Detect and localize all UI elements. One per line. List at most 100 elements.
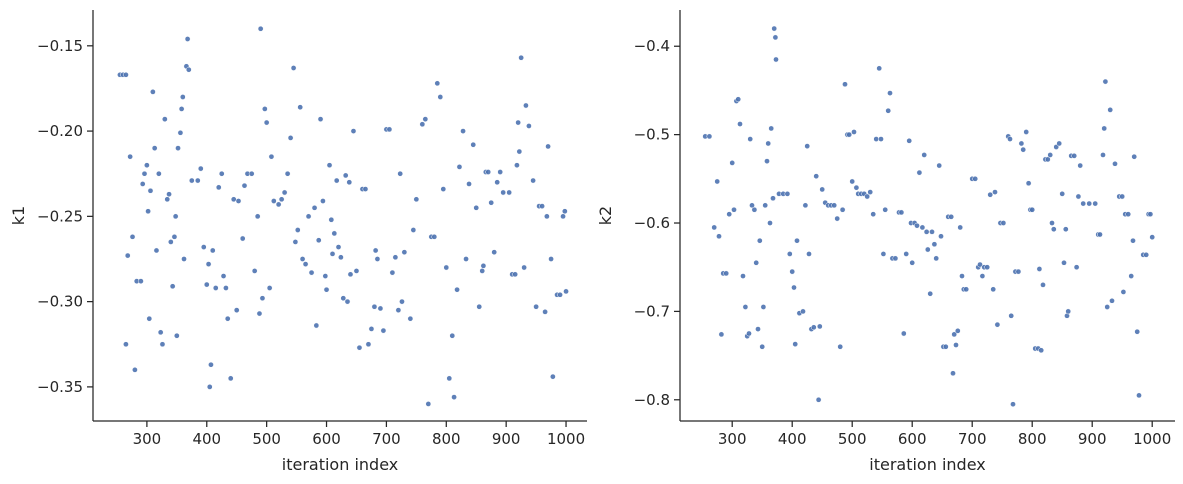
point: [853, 184, 860, 191]
point: [749, 202, 755, 209]
point: [425, 401, 432, 407]
y-axis-label: k2: [596, 206, 615, 225]
point: [380, 327, 387, 334]
point: [278, 196, 285, 203]
point: [770, 195, 776, 202]
point: [208, 361, 214, 368]
point: [923, 229, 930, 235]
point: [1097, 231, 1103, 238]
point: [132, 366, 138, 373]
point: [851, 129, 857, 135]
point: [123, 341, 129, 348]
point: [804, 143, 811, 149]
x-tick-label: 1000: [1133, 430, 1171, 448]
y-tick-label: −0.8: [634, 391, 670, 409]
point: [463, 256, 469, 262]
point: [876, 65, 883, 72]
y-tick-label: −0.15: [37, 37, 83, 55]
point: [936, 162, 943, 169]
point: [263, 119, 270, 126]
x-tick-label: 400: [192, 430, 221, 448]
point: [751, 206, 758, 213]
point: [933, 255, 940, 262]
point: [392, 254, 399, 261]
point: [706, 133, 713, 140]
point: [906, 137, 913, 144]
point: [259, 295, 266, 302]
x-tick-label: 600: [898, 430, 927, 448]
point: [816, 323, 823, 330]
point: [938, 233, 944, 240]
point: [123, 71, 129, 78]
point: [1080, 200, 1087, 207]
point: [762, 202, 769, 209]
point: [124, 252, 131, 259]
point: [1092, 200, 1099, 207]
point: [864, 193, 871, 200]
point: [203, 281, 210, 288]
point: [389, 269, 396, 276]
point: [200, 244, 207, 250]
point: [175, 145, 181, 151]
x-tick-label: 500: [252, 430, 281, 448]
x-tick-label: 300: [133, 430, 162, 448]
point: [837, 343, 844, 350]
point: [308, 269, 315, 276]
point: [873, 136, 880, 142]
point: [1065, 308, 1072, 315]
point: [479, 268, 486, 274]
point: [984, 264, 991, 271]
point: [500, 189, 507, 196]
point: [557, 291, 563, 298]
point: [992, 189, 998, 195]
point: [440, 186, 447, 192]
point: [1040, 282, 1046, 288]
point: [880, 251, 887, 257]
point: [1134, 328, 1141, 335]
point: [544, 213, 550, 220]
point: [320, 198, 326, 204]
point: [716, 233, 722, 240]
point: [1049, 220, 1055, 226]
point: [514, 162, 520, 169]
point: [331, 230, 338, 237]
point: [994, 321, 1001, 328]
point: [456, 164, 463, 170]
point: [480, 262, 487, 269]
point: [443, 264, 450, 271]
point: [1036, 266, 1043, 272]
point: [172, 213, 179, 220]
point: [1010, 401, 1016, 408]
point: [254, 213, 261, 220]
point: [451, 394, 457, 400]
point: [1077, 162, 1084, 169]
point: [313, 322, 320, 329]
point: [287, 135, 294, 141]
point: [765, 140, 772, 147]
point: [346, 179, 353, 186]
point: [723, 270, 730, 277]
point: [815, 396, 822, 403]
point: [159, 341, 166, 348]
point: [1029, 206, 1036, 213]
point: [1109, 297, 1115, 304]
point: [368, 326, 375, 332]
point: [1008, 312, 1015, 319]
point: [819, 186, 826, 193]
point: [127, 153, 133, 160]
point: [767, 220, 773, 226]
point: [302, 261, 309, 267]
point: [257, 25, 264, 32]
point: [146, 315, 153, 322]
point: [129, 233, 136, 240]
point: [473, 204, 480, 211]
point: [1100, 152, 1106, 158]
point: [460, 128, 466, 134]
point: [1073, 264, 1080, 271]
point: [950, 370, 956, 377]
point: [1119, 193, 1126, 200]
point: [1056, 140, 1063, 147]
point: [485, 169, 492, 175]
point: [878, 136, 884, 142]
